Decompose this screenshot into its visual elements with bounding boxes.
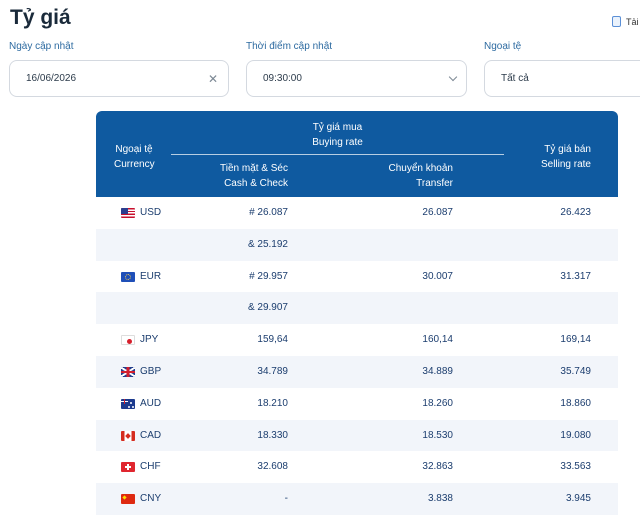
transfer-column-header: Chuyển khoản Transfer	[389, 161, 454, 191]
exchange-rate-table: Ngoại tệ Currency Tỷ giá mua Buying rate…	[96, 111, 618, 515]
gb-flag-icon	[121, 366, 135, 377]
time-select[interactable]: 09:30:00	[246, 60, 467, 97]
currency-code: GBP	[140, 365, 162, 377]
currency-code: CAD	[140, 429, 162, 441]
cash-header-vi: Tiền mặt & Séc	[220, 163, 288, 174]
page-title: Tỷ giá	[10, 6, 71, 29]
cash-rate: 18.210	[257, 397, 288, 409]
table-row: GBP 34.789 34.889 35.749	[96, 355, 618, 388]
table-row: & 25.192	[96, 228, 618, 261]
selling-rate: 35.749	[560, 365, 591, 377]
jp-flag-icon	[121, 335, 135, 346]
table-row: CAD 18.330 18.530 19.080	[96, 419, 618, 452]
currency-select[interactable]: Tất cả	[484, 60, 640, 97]
table-row: EUR # 29.957 30.007 31.317	[96, 261, 618, 293]
selling-header-vi: Tỷ giá bán	[544, 144, 591, 155]
transfer-rate: 34.889	[422, 365, 453, 377]
transfer-header-vi: Chuyển khoản	[388, 163, 454, 174]
us-flag-icon	[121, 208, 135, 218]
clear-icon[interactable]: ✕	[207, 71, 218, 86]
transfer-header-en: Transfer	[416, 178, 453, 189]
currency-filter-label: Ngoại tệ	[484, 41, 522, 52]
currency-code: JPY	[140, 334, 159, 346]
selling-rate: 18.860	[560, 397, 591, 409]
table-row: USD # 26.087 26.087 26.423	[96, 197, 618, 229]
date-value: 16/06/2026	[26, 73, 77, 84]
buying-header-vi: Tỷ giá mua	[312, 122, 363, 133]
chevron-down-icon	[448, 72, 458, 82]
ch-flag-icon	[121, 462, 135, 473]
cash-header-en: Cash & Check	[224, 178, 288, 189]
transfer-rate: 32.863	[422, 461, 453, 473]
currency-header-vi: Ngoại tệ	[115, 144, 153, 155]
cash-rate: 32.608	[257, 461, 288, 473]
buying-header-en: Buying rate	[312, 137, 363, 148]
cash-rate: -	[284, 493, 288, 505]
table-row: CHF 32.608 32.863 33.563	[96, 451, 618, 483]
selling-rate-header: Tỷ giá bán Selling rate	[541, 142, 591, 172]
file-icon	[612, 16, 621, 27]
cash-rate: 34.789	[257, 365, 288, 377]
cash-column-header: Tiền mặt & Séc Cash & Check	[220, 161, 288, 191]
time-value: 09:30:00	[263, 73, 302, 84]
time-filter: Thời điểm cập nhật 09:30:00	[246, 41, 467, 97]
download-link[interactable]: Tải	[612, 16, 639, 27]
download-label: Tải	[626, 16, 639, 27]
currency-code: EUR	[140, 270, 162, 282]
currency-header-en: Currency	[114, 159, 155, 170]
header-divider	[171, 154, 504, 155]
currency-filter: Ngoại tệ Tất cả	[484, 41, 640, 97]
table-body: USD # 26.087 26.087 26.423 & 25.192 EUR # 29.9…	[96, 197, 618, 515]
selling-rate: 31.317	[560, 270, 591, 282]
selling-rate: 33.563	[560, 461, 591, 473]
cash-rate: 18.330	[257, 429, 288, 441]
eu-flag-icon	[121, 271, 135, 282]
transfer-rate: 26.087	[422, 207, 453, 218]
buying-rate-header: Tỷ giá mua Buying rate	[171, 120, 504, 150]
selling-rate: 3.945	[565, 493, 591, 505]
au-flag-icon	[121, 398, 135, 409]
currency-code: USD	[140, 207, 162, 218]
cash-rate: # 29.957	[249, 270, 288, 282]
transfer-rate: 30.007	[422, 270, 453, 282]
time-filter-label: Thời điểm cập nhật	[246, 41, 333, 52]
table-header: Ngoại tệ Currency Tỷ giá mua Buying rate…	[96, 111, 618, 197]
cn-flag-icon	[121, 494, 135, 505]
currency-code: CHF	[140, 461, 161, 473]
transfer-rate: 18.530	[422, 429, 453, 441]
table-row: JPY 159,64 160,14 169,14	[96, 324, 618, 356]
selling-rate: 169,14	[560, 334, 591, 346]
selling-rate: 26.423	[560, 207, 591, 218]
currency-column-header: Ngoại tệ Currency	[114, 142, 155, 172]
cash-rate: & 29.907	[247, 302, 288, 314]
cash-rate: 159,64	[257, 334, 288, 346]
date-input[interactable]: 16/06/2026 ✕	[9, 60, 229, 97]
currency-value: Tất cả	[501, 73, 529, 84]
table-row: AUD 18.210 18.260 18.860	[96, 388, 618, 420]
date-filter: Ngày cập nhật 16/06/2026 ✕	[9, 41, 229, 97]
date-filter-label: Ngày cập nhật	[9, 41, 74, 52]
transfer-rate: 3.838	[427, 493, 453, 505]
currency-code: AUD	[140, 397, 162, 409]
transfer-rate: 160,14	[422, 334, 453, 346]
ca-flag-icon	[121, 430, 135, 441]
transfer-rate: 18.260	[422, 397, 453, 409]
cash-rate: & 25.192	[247, 238, 288, 250]
selling-header-en: Selling rate	[540, 159, 591, 170]
cash-rate: # 26.087	[249, 207, 288, 218]
currency-code: CNY	[140, 493, 162, 505]
selling-rate: 19.080	[560, 429, 591, 441]
table-row: & 29.907	[96, 292, 618, 325]
table-row: CNY - 3.838 3.945	[96, 483, 618, 515]
